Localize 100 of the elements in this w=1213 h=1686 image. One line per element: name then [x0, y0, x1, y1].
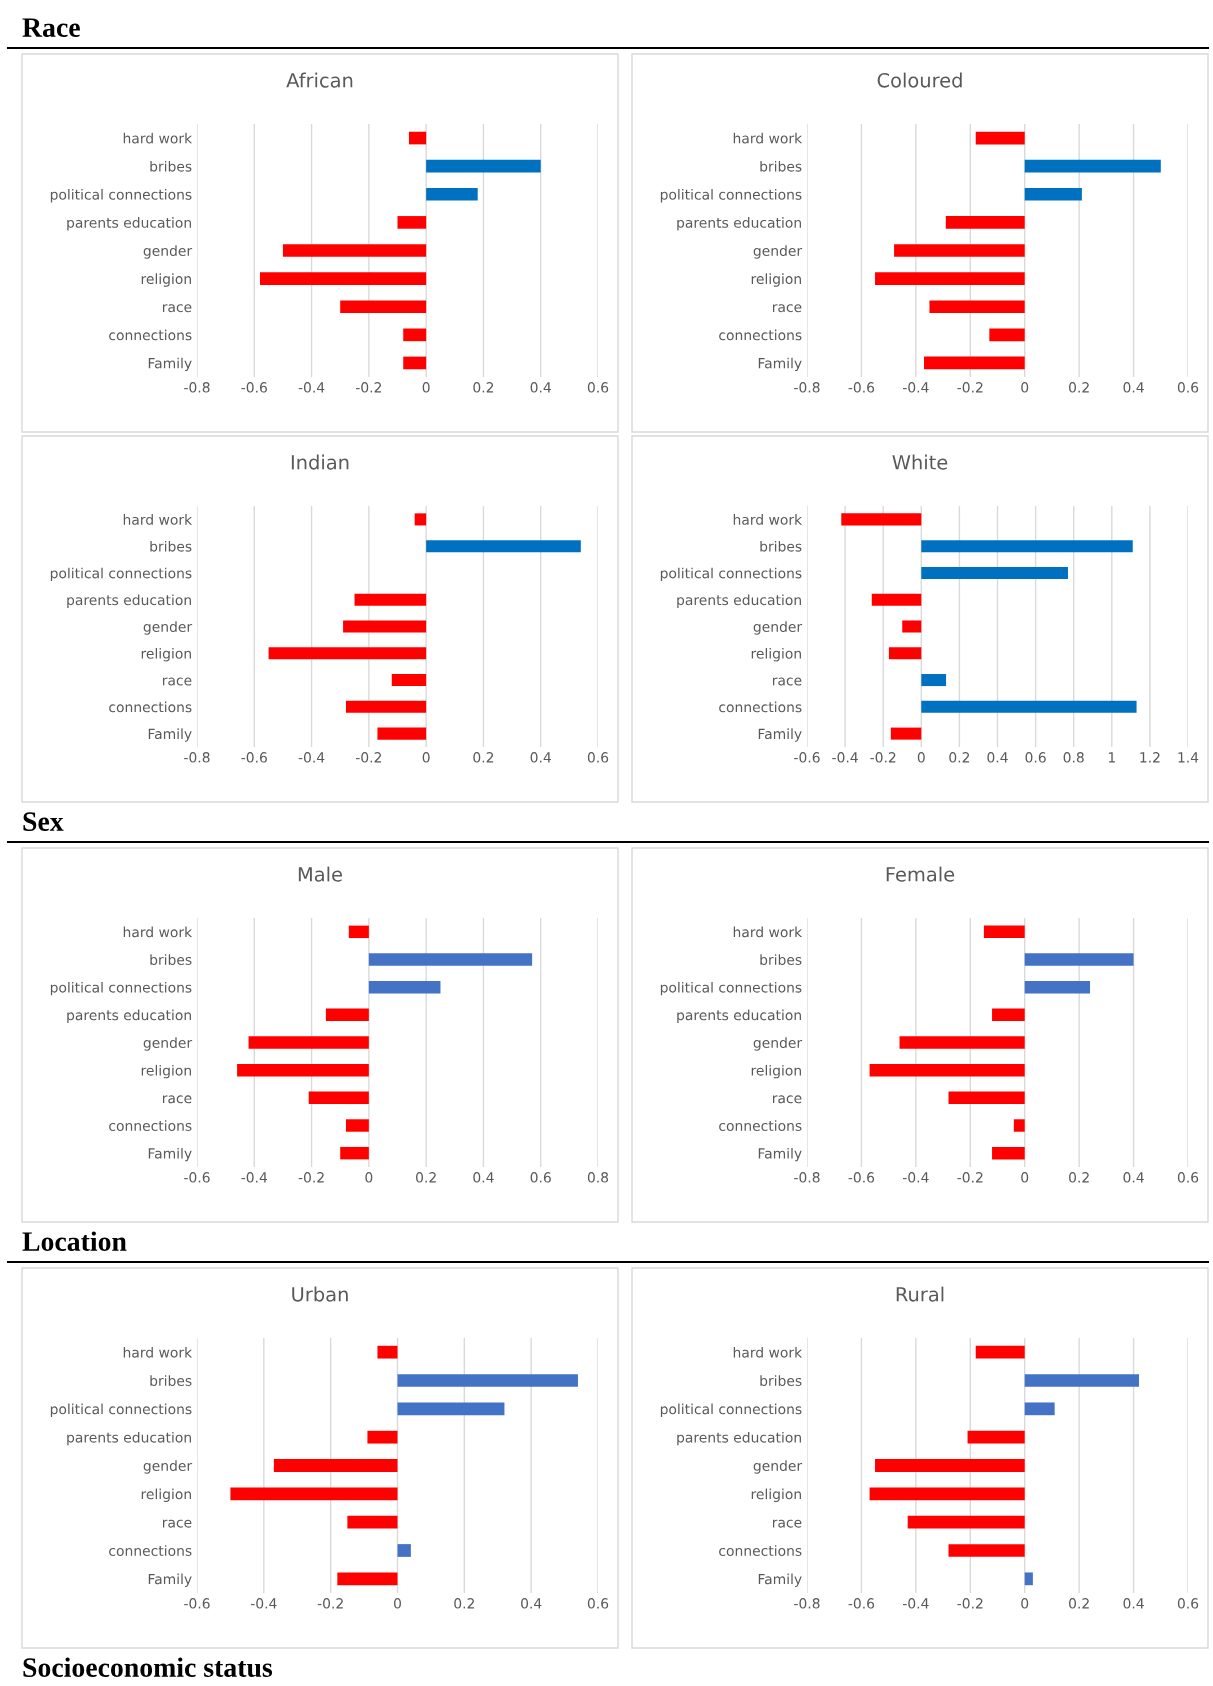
y-tick-label: Family — [148, 357, 192, 372]
y-tick-label: hard work — [733, 132, 803, 144]
bar — [1024, 1572, 1033, 1586]
x-tick-label: 0.2 — [416, 1172, 436, 1183]
x-tick-label: 0.4 — [530, 382, 551, 393]
bar — [975, 1345, 1025, 1359]
y-tick-label: political connections — [50, 1403, 192, 1417]
x-tick-label: 0.2 — [454, 1598, 474, 1609]
x-tick-label: 0.4 — [473, 1172, 494, 1183]
y-tick-label: gender — [753, 1037, 803, 1051]
y-tick-label: connections — [719, 701, 802, 713]
bar — [377, 1345, 398, 1359]
x-tick-label: -0.6 — [848, 382, 875, 393]
bar — [337, 1572, 398, 1586]
x-tick-label: -0.2 — [355, 752, 382, 763]
y-tick-label: race — [163, 1519, 192, 1528]
y-tick-label: religion — [751, 1064, 801, 1079]
x-tick-label: 0.6 — [587, 382, 609, 393]
bar — [924, 356, 1025, 370]
x-tick-label: -0.2 — [298, 1172, 324, 1183]
y-tick-label: gender — [753, 1460, 803, 1474]
y-tick-label: race — [163, 1095, 192, 1104]
y-tick-label: hard work — [123, 514, 193, 525]
x-tick-label: 0.6 — [1025, 752, 1046, 763]
text: Location — [22, 1231, 127, 1251]
chart-title: White — [892, 454, 948, 470]
y-tick-label: hard work — [123, 132, 193, 144]
bar — [989, 328, 1025, 342]
x-tick-label: 0.6 — [1177, 1598, 1199, 1609]
bar — [248, 1036, 369, 1049]
x-tick-label: -0.4 — [902, 1598, 929, 1609]
x-tick-label: 0.4 — [1123, 1598, 1144, 1609]
x-tick-label: 0.6 — [1177, 1172, 1199, 1183]
y-tick-label: connections — [109, 329, 192, 341]
bar — [1024, 187, 1082, 201]
chart-title: Coloured — [877, 72, 962, 88]
x-tick-label: 0.8 — [1063, 752, 1084, 763]
bar — [408, 131, 427, 145]
bar — [888, 647, 922, 660]
x-tick-label: 0.4 — [1123, 1172, 1144, 1183]
chart-title: Female — [886, 866, 955, 882]
x-tick-label: 1.2 — [1140, 752, 1160, 763]
x-tick-label: -0.4 — [902, 382, 929, 393]
x-tick-label: 0 — [1021, 1598, 1029, 1609]
bar — [282, 244, 427, 257]
y-tick-label: parents education — [677, 594, 801, 608]
x-tick-label: 0.6 — [530, 1172, 551, 1183]
bar — [273, 1459, 398, 1472]
bar — [340, 1146, 369, 1160]
y-tick-label: gender — [143, 1037, 193, 1051]
x-tick-label: 1 — [1108, 752, 1115, 763]
y-tick-label: political connections — [50, 189, 192, 203]
bar — [403, 328, 427, 342]
y-tick-label: political connections — [660, 981, 802, 996]
y-tick-label: bribes — [760, 1375, 802, 1386]
x-tick-label: -0.6 — [794, 752, 820, 763]
y-tick-label: religion — [751, 273, 801, 287]
y-tick-label: race — [163, 677, 192, 686]
y-tick-label: connections — [109, 1120, 192, 1131]
y-tick-label: Family — [758, 1573, 802, 1587]
x-tick-label: 0 — [422, 382, 430, 393]
y-tick-label: political connections — [660, 567, 802, 582]
x-tick-label: -0.4 — [298, 752, 325, 763]
x-tick-label: -0.6 — [241, 752, 267, 763]
x-tick-label: 0.2 — [1069, 1172, 1089, 1183]
y-tick-label: race — [773, 1519, 802, 1528]
bar — [397, 216, 427, 229]
x-tick-label: -0.6 — [848, 1172, 875, 1183]
bar — [1024, 159, 1161, 173]
bar — [899, 1036, 1025, 1049]
y-tick-label: hard work — [733, 1346, 803, 1358]
bar — [992, 1008, 1025, 1022]
y-tick-label: hard work — [123, 1346, 193, 1358]
x-tick-label: -0.2 — [957, 1598, 983, 1609]
bar — [869, 1487, 1025, 1501]
bar — [945, 216, 1025, 229]
bar — [1024, 1402, 1055, 1416]
x-tick-label: 0 — [394, 1598, 401, 1609]
bar — [921, 674, 947, 687]
bar — [921, 700, 1137, 713]
bar — [921, 540, 1133, 553]
x-tick-label: 1.4 — [1178, 752, 1199, 763]
bar — [1024, 1374, 1140, 1387]
bar — [426, 187, 478, 201]
x-tick-label: -0.2 — [957, 1172, 983, 1183]
bar — [230, 1487, 398, 1501]
bar — [902, 620, 922, 633]
bar — [368, 953, 533, 966]
y-tick-label: bribes — [150, 1375, 192, 1386]
chart-title: Rural — [896, 1286, 944, 1302]
bar — [967, 1430, 1025, 1444]
text: Sex — [23, 812, 64, 831]
bar — [397, 1402, 505, 1416]
y-tick-label: hard work — [123, 926, 193, 938]
x-tick-label: 0 — [1021, 382, 1029, 393]
x-tick-label: -0.2 — [870, 752, 896, 763]
y-tick-label: bribes — [760, 540, 802, 552]
y-tick-label: connections — [719, 1545, 802, 1556]
y-tick-label: parents education — [677, 1009, 801, 1023]
y-tick-label: race — [773, 1095, 802, 1104]
